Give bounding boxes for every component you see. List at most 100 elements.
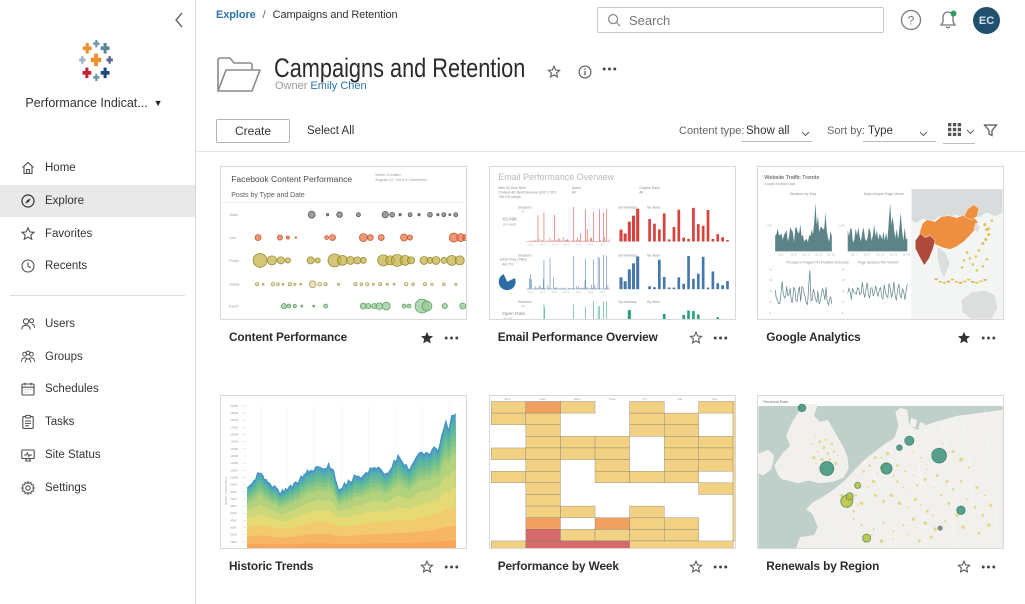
svg-text:Jan 8: Jan 8 [864,252,871,256]
svg-text:Jan 1: Jan 1 [851,252,858,256]
svg-text:Link: Link [229,236,236,240]
svg-text:1600K: 1600K [230,433,238,437]
svg-text:1500K: 1500K [230,440,238,444]
svg-text:Sun: Sun [712,397,718,401]
svg-text:Event: Event [229,305,238,309]
svg-text:40: 40 [842,267,845,271]
svg-text:16: 16 [770,300,773,304]
svg-text:1900K: 1900K [230,411,238,415]
svg-text:By weekday: By weekday [618,253,636,257]
svg-text:1000K: 1000K [230,476,238,480]
svg-text:Jul 4: Jul 4 [564,242,570,246]
svg-text:Fri: Fri [643,397,647,401]
svg-text:Jul 7: Jul 7 [599,290,605,294]
svg-text:Photo: Photo [229,259,238,263]
svg-text:Jan 29: Jan 29 [903,252,911,256]
svg-text:+89.1% margin: +89.1% margin [498,195,521,199]
svg-text:2,000: 2,000 [838,224,845,228]
svg-text:Dates: Dates [571,186,580,190]
svg-text:Open Rate: Open Rate [502,311,525,317]
svg-text:4K: 4K [521,304,525,308]
svg-text:Jul 6: Jul 6 [587,242,593,246]
svg-text:% Days In Pages Per Positive O: % Days In Pages Per Positive Outcome [786,260,849,264]
svg-text:1100K: 1100K [230,469,238,473]
svg-text:32: 32 [842,278,845,282]
svg-text:1200K: 1200K [230,461,238,465]
svg-text:8: 8 [770,311,772,315]
svg-text:Mon: Mon [504,397,510,401]
svg-text:Posts by Type and Date: Posts by Type and Date [231,192,305,199]
svg-text:Website Traffic Trends: Website Traffic Trends [765,175,820,181]
svg-text:Page Session Per Visitors: Page Session Per Visitors [858,260,899,264]
svg-text:Jan 29: Jan 29 [827,252,835,256]
svg-text:Jul 7: Jul 7 [599,242,605,246]
svg-text:32: 32 [770,278,773,282]
svg-text:24: 24 [770,289,773,293]
svg-text:Sessions: Sessions [518,206,532,210]
svg-text:24: 24 [842,289,845,293]
svg-text:Sessions: Sessions [518,253,532,257]
svg-text:1300K: 1300K [230,454,238,458]
svg-text:900K: 900K [230,483,237,487]
svg-text:Number of Subscribers: Number of Subscribers [224,477,228,506]
svg-text:1800K: 1800K [230,419,238,423]
svg-text:Jul 3: Jul 3 [552,290,558,294]
svg-text:Jan 15: Jan 15 [803,252,811,256]
svg-text:700K: 700K [230,497,237,501]
svg-text:Jul 5: Jul 5 [575,290,581,294]
svg-text:Original Rank: Original Rank [639,186,660,190]
svg-text:2,000: 2,000 [766,224,773,228]
svg-text:Jul 1: Jul 1 [528,242,534,246]
svg-text:8: 8 [842,311,844,315]
svg-text:By week: By week [647,206,660,210]
svg-text:Email Performance Overview: Email Performance Overview [498,172,614,182]
svg-text:Sat: Sat [677,397,682,401]
svg-text:Thurs: Thurs [608,397,616,401]
svg-text:Jan 8: Jan 8 [791,252,798,256]
svg-text:300K: 300K [230,526,237,530]
svg-text:per week: per week [503,223,516,227]
svg-text:Renewal Rate: Renewal Rate [764,399,790,404]
svg-text:400K: 400K [230,519,237,523]
svg-text:Jan 1: Jan 1 [778,252,785,256]
svg-text:All: All [639,190,643,194]
svg-text:By weekday: By weekday [618,300,636,304]
svg-text:Google Analytics Data: Google Analytics Data [765,182,796,186]
svg-text:Jul 1: Jul 1 [528,290,534,294]
svg-text:Status: Status [229,283,239,287]
svg-text:Jul 5: Jul 5 [575,242,581,246]
svg-text:By week: By week [647,253,660,257]
svg-text:100K: 100K [230,540,237,544]
svg-text:500K: 500K [230,512,237,516]
svg-text:Week Created: Week Created [375,172,400,177]
svg-text:Jul 3: Jul 3 [552,242,558,246]
svg-text:Created 48: Best Revenue (2017: Created 48: Best Revenue (2017) 76% [498,190,556,194]
svg-text:1400K: 1400K [230,447,238,451]
svg-text:Jul 6: Jul 6 [587,290,593,294]
svg-text:48.7%: 48.7% [502,261,514,266]
svg-text:4K: 4K [521,257,525,261]
svg-text:Jul 2: Jul 2 [540,242,546,246]
svg-text:New All-Time Best: New All-Time Best [498,186,525,190]
svg-text:Sessions by Day: Sessions by Day [790,192,817,196]
svg-text:Jan 22: Jan 22 [890,252,898,256]
svg-text:Facebook Content Performance: Facebook Content Performance [231,174,352,184]
svg-text:By weekday: By weekday [618,206,636,210]
svg-text:Video: Video [229,213,238,217]
svg-text:Best Day (Thu): Best Day (Thu) [500,256,527,261]
svg-text:16: 16 [842,300,845,304]
svg-text:600K: 600K [230,504,237,508]
svg-text:800K: 800K [230,490,237,494]
svg-text:4K: 4K [521,210,525,214]
svg-text:200K: 200K [230,533,237,537]
svg-text:All: All [571,190,575,194]
svg-text:Jan 15: Jan 15 [877,252,885,256]
svg-text:43,498: 43,498 [502,217,517,223]
svg-text:Sessions: Sessions [518,300,532,304]
svg-text:By week: By week [647,300,660,304]
svg-text:31.4%: 31.4% [503,317,512,319]
svg-text:40: 40 [770,267,773,271]
svg-text:Jan 22: Jan 22 [815,252,823,256]
svg-text:?: ? [908,14,915,28]
svg-text:Tues: Tues [539,397,546,401]
